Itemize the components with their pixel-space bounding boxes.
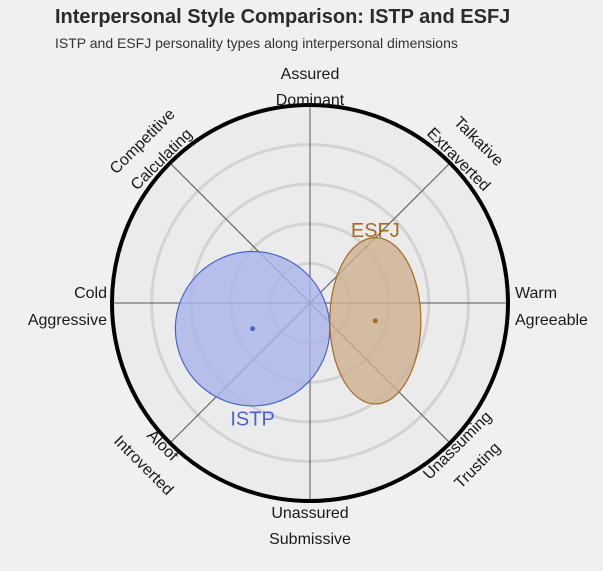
outer-border [110, 103, 510, 503]
axis-label-left-1: Cold [74, 285, 107, 302]
spoke-line-2 [309, 162, 451, 304]
axis-label-bottom-2: Submissive [269, 531, 351, 548]
axis-label-bottom-1: Unassured [271, 505, 348, 522]
data-layer [110, 103, 510, 503]
chart-subtitle: ISTP and ESFJ personality types along in… [55, 35, 458, 51]
chart-title: Interpersonal Style Comparison: ISTP and… [55, 6, 511, 28]
axis-label-left-2: Aggressive [28, 312, 107, 329]
axis-label-top-1: Assured [281, 66, 340, 83]
esfj-center-point [372, 318, 378, 324]
istp-center-point [250, 326, 256, 332]
axis-label-top-2: Dominant [276, 92, 345, 109]
axis-label-right-1: Warm [515, 285, 557, 302]
axis-label-right-2: Agreeable [515, 312, 588, 329]
istp-label: ISTP [230, 409, 274, 431]
esfj-label: ESFJ [351, 220, 400, 242]
